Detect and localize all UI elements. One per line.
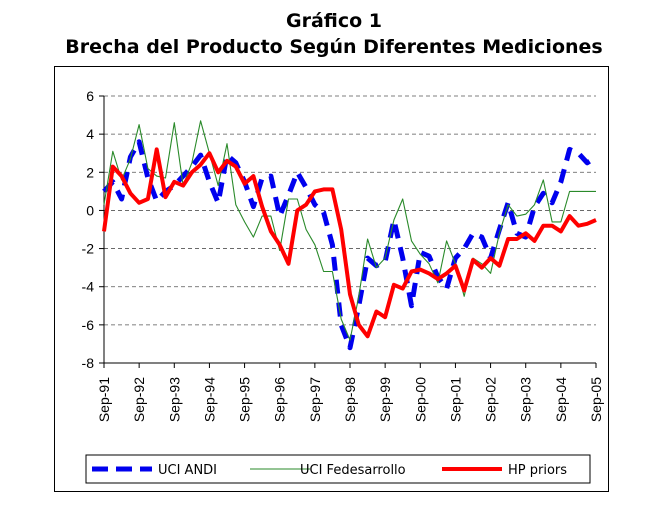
x-tick-label: Sep-91 [96, 377, 112, 422]
x-tick-label: Sep-93 [166, 377, 182, 422]
x-tick-label: Sep-97 [307, 377, 323, 422]
series-lines [102, 120, 598, 351]
x-tick-label: Sep-00 [412, 377, 428, 422]
x-tick-label: Sep-92 [131, 377, 147, 422]
legend: UCI ANDI UCI Fedesarrollo HP priors [85, 454, 591, 484]
x-tick-label: Sep-98 [342, 377, 358, 422]
chart-frame [54, 66, 609, 492]
y-tick-label: -4 [82, 279, 95, 295]
y-tick-label: 0 [86, 202, 94, 218]
legend-label: UCI ANDI [158, 463, 217, 478]
legend-box [85, 454, 591, 484]
x-tick-label: Sep-02 [483, 377, 499, 422]
x-tick-label: Sep-04 [553, 377, 569, 422]
legend-label: UCI Fedesarrollo [300, 463, 406, 478]
y-tick-label: -2 [82, 241, 95, 257]
y-tick-label: 4 [86, 126, 94, 142]
x-tick-label: Sep-05 [588, 377, 604, 422]
x-tick-label: Sep-03 [518, 377, 534, 422]
series-line-hp-priors [102, 147, 597, 339]
x-tick-label: Sep-95 [237, 377, 253, 422]
y-tick-label: 2 [86, 164, 94, 180]
chart-title: Gráfico 1 [285, 10, 383, 32]
gridlines [104, 95, 596, 326]
series-line-uci-andi [102, 139, 598, 351]
series-line-uci-fedesarrollo [103, 120, 596, 341]
y-tick-label: -6 [82, 317, 95, 333]
y-tick-label: 6 [86, 88, 94, 104]
x-tick-label: Sep-99 [377, 377, 393, 422]
x-tick-label: Sep-96 [272, 377, 288, 422]
chart-subtitle: Brecha del Producto Según Diferentes Med… [65, 36, 603, 58]
x-tick-label: Sep-94 [201, 377, 217, 422]
legend-label: HP priors [508, 463, 567, 478]
x-tick-label: Sep-01 [447, 377, 463, 422]
y-tick-label: -8 [82, 355, 95, 371]
